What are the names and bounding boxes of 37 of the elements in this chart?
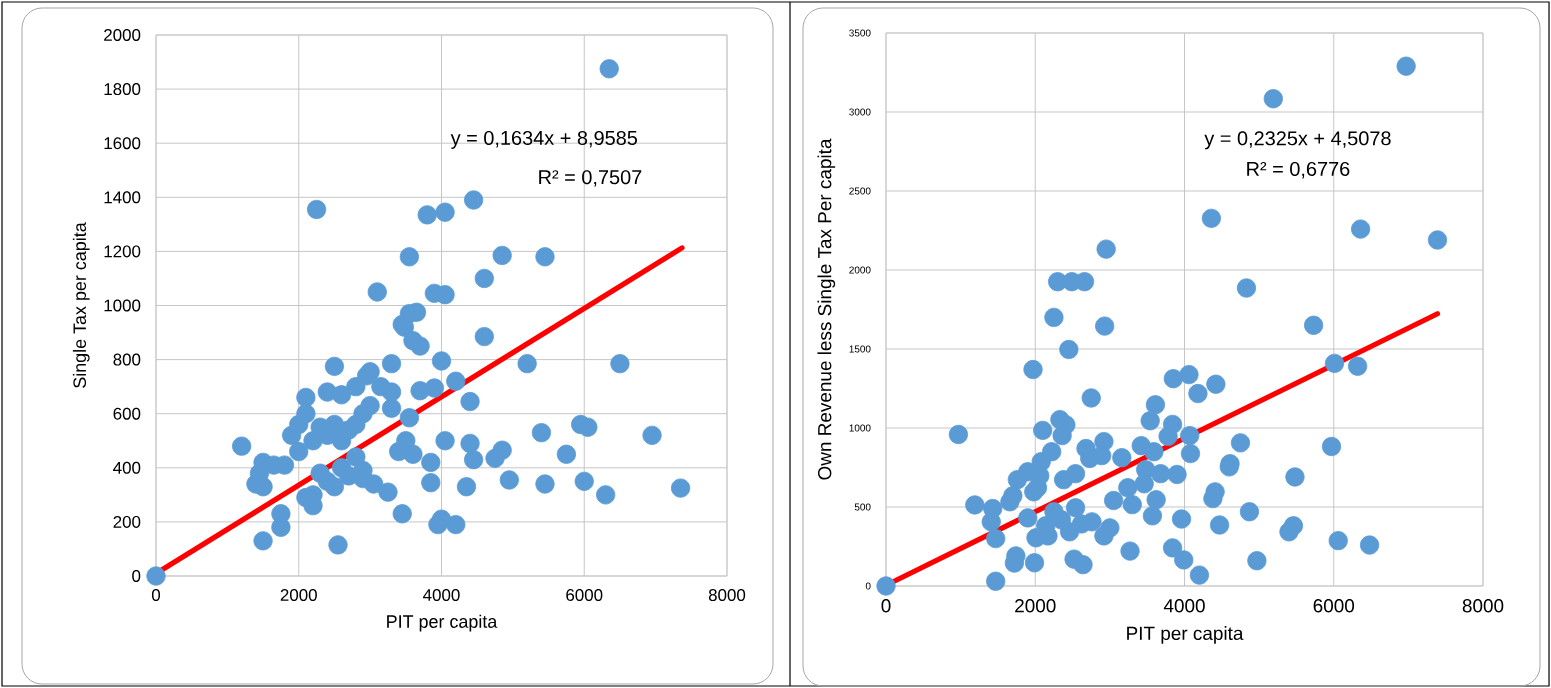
y-tick-label: 200 xyxy=(113,515,141,528)
y-tick-label: 1000 xyxy=(104,299,141,312)
y-tick-label: 2000 xyxy=(849,266,871,274)
y-tick-label: 1000 xyxy=(849,424,871,432)
y-tick-label: 1600 xyxy=(104,137,141,150)
annotation: y = 0,2325x + 4,5078 xyxy=(1204,131,1391,150)
y-tick-label: 3000 xyxy=(849,108,871,116)
y-tick-label: 3500 xyxy=(849,29,871,37)
x-tick-label: 0 xyxy=(151,589,161,602)
y-tick-label: 2500 xyxy=(849,187,871,195)
x-tick-label: 0 xyxy=(881,599,891,613)
y-tick-label: 1400 xyxy=(104,191,141,204)
y-tick-label: 0 xyxy=(865,582,871,590)
y-tick-label: 2000 xyxy=(104,29,141,41)
x-tick-label: 2000 xyxy=(280,589,317,602)
annotation: R² = 0,7507 xyxy=(539,170,642,187)
x-tick-label: 4000 xyxy=(423,589,460,602)
annotation: R² = 0,6776 xyxy=(1247,161,1350,179)
x-tick-label: 6000 xyxy=(1313,599,1355,613)
x-tick-label: 8000 xyxy=(1462,599,1504,613)
x-tick-label: 4000 xyxy=(1163,599,1205,613)
y-tick-label: 600 xyxy=(113,407,141,420)
y-tick-label: 400 xyxy=(113,461,141,474)
x-axis-title: PIT per capita xyxy=(1127,626,1244,644)
x-tick-label: 8000 xyxy=(708,589,746,602)
x-tick-label: 2000 xyxy=(1015,599,1056,613)
annotation: y = 0,1634x + 8,9585 xyxy=(450,130,638,149)
y-axis-title: Own Revenue less Single Tax Per capita xyxy=(817,138,836,480)
y-tick-label: 1200 xyxy=(104,245,141,258)
x-axis-title: PIT per capita xyxy=(387,614,498,632)
y-tick-label: 1800 xyxy=(104,83,141,96)
x-tick-label: 6000 xyxy=(566,589,603,602)
y-tick-label: 0 xyxy=(132,570,141,582)
y-axis-title: Single Tax per capita xyxy=(72,222,90,388)
y-tick-label: 800 xyxy=(113,353,141,366)
y-tick-label: 500 xyxy=(854,503,871,511)
y-tick-label: 1500 xyxy=(849,345,871,353)
